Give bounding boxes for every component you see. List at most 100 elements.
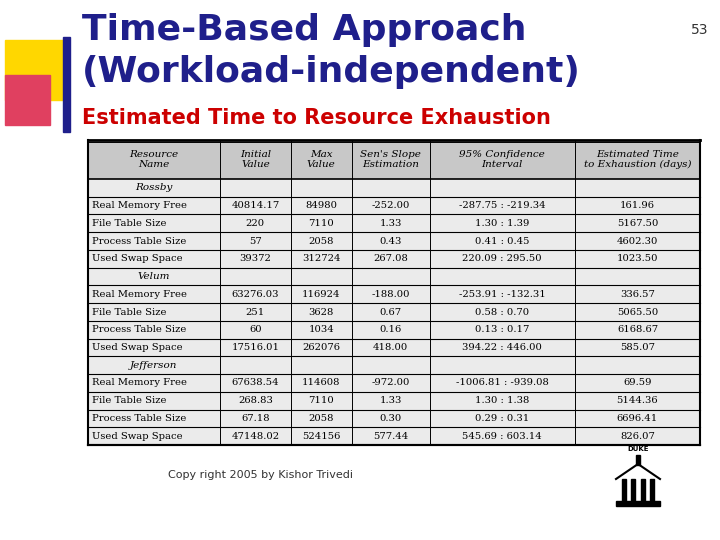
Text: -972.00: -972.00: [372, 379, 410, 387]
Text: Jefferson: Jefferson: [130, 361, 178, 370]
Text: 262076: 262076: [302, 343, 341, 352]
Bar: [622, 479, 626, 501]
Text: 394.22 : 446.00: 394.22 : 446.00: [462, 343, 542, 352]
Bar: [88, 356, 700, 374]
Text: Time-Based Approach: Time-Based Approach: [82, 13, 526, 47]
Bar: [88, 214, 700, 232]
Text: 0.41 : 0.45: 0.41 : 0.45: [475, 237, 529, 246]
Text: 0.58 : 0.70: 0.58 : 0.70: [475, 307, 529, 316]
Bar: [88, 232, 700, 250]
Text: 336.57: 336.57: [620, 290, 655, 299]
Text: 95% Confidence
Interval: 95% Confidence Interval: [459, 150, 545, 169]
Text: 1023.50: 1023.50: [617, 254, 658, 264]
Text: 7110: 7110: [308, 396, 334, 405]
Text: 4602.30: 4602.30: [617, 237, 658, 246]
Text: 220.09 : 295.50: 220.09 : 295.50: [462, 254, 542, 264]
Text: 0.16: 0.16: [379, 325, 402, 334]
Text: Max
Value: Max Value: [307, 150, 336, 169]
Bar: [636, 455, 640, 465]
Text: 1.30 : 1.38: 1.30 : 1.38: [475, 396, 529, 405]
Text: 268.83: 268.83: [238, 396, 273, 405]
Text: 53: 53: [690, 23, 708, 37]
Text: 47148.02: 47148.02: [231, 431, 279, 441]
Text: 69.59: 69.59: [624, 379, 652, 387]
Text: 161.96: 161.96: [620, 201, 655, 210]
Text: 84980: 84980: [305, 201, 337, 210]
Text: Copy right 2005 by Kishor Trivedi: Copy right 2005 by Kishor Trivedi: [168, 470, 353, 480]
Text: DUKE: DUKE: [627, 446, 649, 452]
Text: 0.13 : 0.17: 0.13 : 0.17: [475, 325, 529, 334]
Bar: [631, 479, 635, 501]
Text: 0.67: 0.67: [379, 307, 402, 316]
Text: Real Memory Free: Real Memory Free: [92, 201, 187, 210]
Bar: [88, 321, 700, 339]
Text: 826.07: 826.07: [620, 431, 655, 441]
Text: 577.44: 577.44: [373, 431, 408, 441]
Bar: [5, 75, 50, 125]
Text: 418.00: 418.00: [373, 343, 408, 352]
Bar: [641, 479, 645, 501]
Text: 114608: 114608: [302, 379, 341, 387]
Text: 2058: 2058: [309, 414, 334, 423]
Text: 60: 60: [249, 325, 261, 334]
Text: 6696.41: 6696.41: [617, 414, 658, 423]
Text: 0.30: 0.30: [379, 414, 402, 423]
Bar: [88, 268, 700, 286]
Text: 63276.03: 63276.03: [232, 290, 279, 299]
Text: Estimated Time
to Exhaustion (days): Estimated Time to Exhaustion (days): [584, 150, 691, 169]
Text: File Table Size: File Table Size: [92, 396, 166, 405]
Text: Initial
Value: Initial Value: [240, 150, 271, 169]
Text: 17516.01: 17516.01: [231, 343, 279, 352]
Bar: [88, 374, 700, 392]
Text: 220: 220: [246, 219, 265, 228]
Text: Used Swap Space: Used Swap Space: [92, 431, 183, 441]
Bar: [88, 339, 700, 356]
Bar: [5, 40, 65, 100]
Text: 6168.67: 6168.67: [617, 325, 658, 334]
Text: Velum: Velum: [138, 272, 170, 281]
Bar: [616, 501, 660, 506]
Text: (Workload-independent): (Workload-independent): [82, 55, 581, 89]
Text: File Table Size: File Table Size: [92, 307, 166, 316]
Text: 67638.54: 67638.54: [232, 379, 279, 387]
Bar: [88, 392, 700, 409]
Text: 1.33: 1.33: [379, 396, 402, 405]
Text: Process Table Size: Process Table Size: [92, 325, 186, 334]
Text: Process Table Size: Process Table Size: [92, 237, 186, 246]
Text: 1034: 1034: [308, 325, 334, 334]
Text: -253.91 : -132.31: -253.91 : -132.31: [459, 290, 546, 299]
Text: 39372: 39372: [240, 254, 271, 264]
Text: 5065.50: 5065.50: [617, 307, 658, 316]
Text: 524156: 524156: [302, 431, 341, 441]
Text: 2058: 2058: [309, 237, 334, 246]
Bar: [63, 37, 70, 132]
Text: 0.29 : 0.31: 0.29 : 0.31: [475, 414, 529, 423]
Text: Real Memory Free: Real Memory Free: [92, 379, 187, 387]
Text: Rossby: Rossby: [135, 184, 173, 192]
Text: 312724: 312724: [302, 254, 341, 264]
Text: 57: 57: [249, 237, 262, 246]
Text: Real Memory Free: Real Memory Free: [92, 290, 187, 299]
Text: 585.07: 585.07: [620, 343, 655, 352]
Text: 3628: 3628: [309, 307, 334, 316]
Text: Used Swap Space: Used Swap Space: [92, 343, 183, 352]
Bar: [88, 179, 700, 197]
Text: -287.75 : -219.34: -287.75 : -219.34: [459, 201, 546, 210]
Bar: [88, 427, 700, 445]
Text: File Table Size: File Table Size: [92, 219, 166, 228]
Text: Sen's Slope
Estimation: Sen's Slope Estimation: [360, 150, 421, 169]
Text: 116924: 116924: [302, 290, 341, 299]
Text: 251: 251: [246, 307, 265, 316]
Text: -1006.81 : -939.08: -1006.81 : -939.08: [456, 379, 549, 387]
Text: 40814.17: 40814.17: [231, 201, 279, 210]
Text: Used Swap Space: Used Swap Space: [92, 254, 183, 264]
Text: -252.00: -252.00: [372, 201, 410, 210]
Text: 5167.50: 5167.50: [617, 219, 658, 228]
Text: 267.08: 267.08: [373, 254, 408, 264]
Text: 5144.36: 5144.36: [616, 396, 658, 405]
Text: -188.00: -188.00: [372, 290, 410, 299]
Text: Resource
Name: Resource Name: [130, 150, 179, 169]
Bar: [88, 197, 700, 214]
Text: 1.33: 1.33: [379, 219, 402, 228]
Bar: [88, 286, 700, 303]
